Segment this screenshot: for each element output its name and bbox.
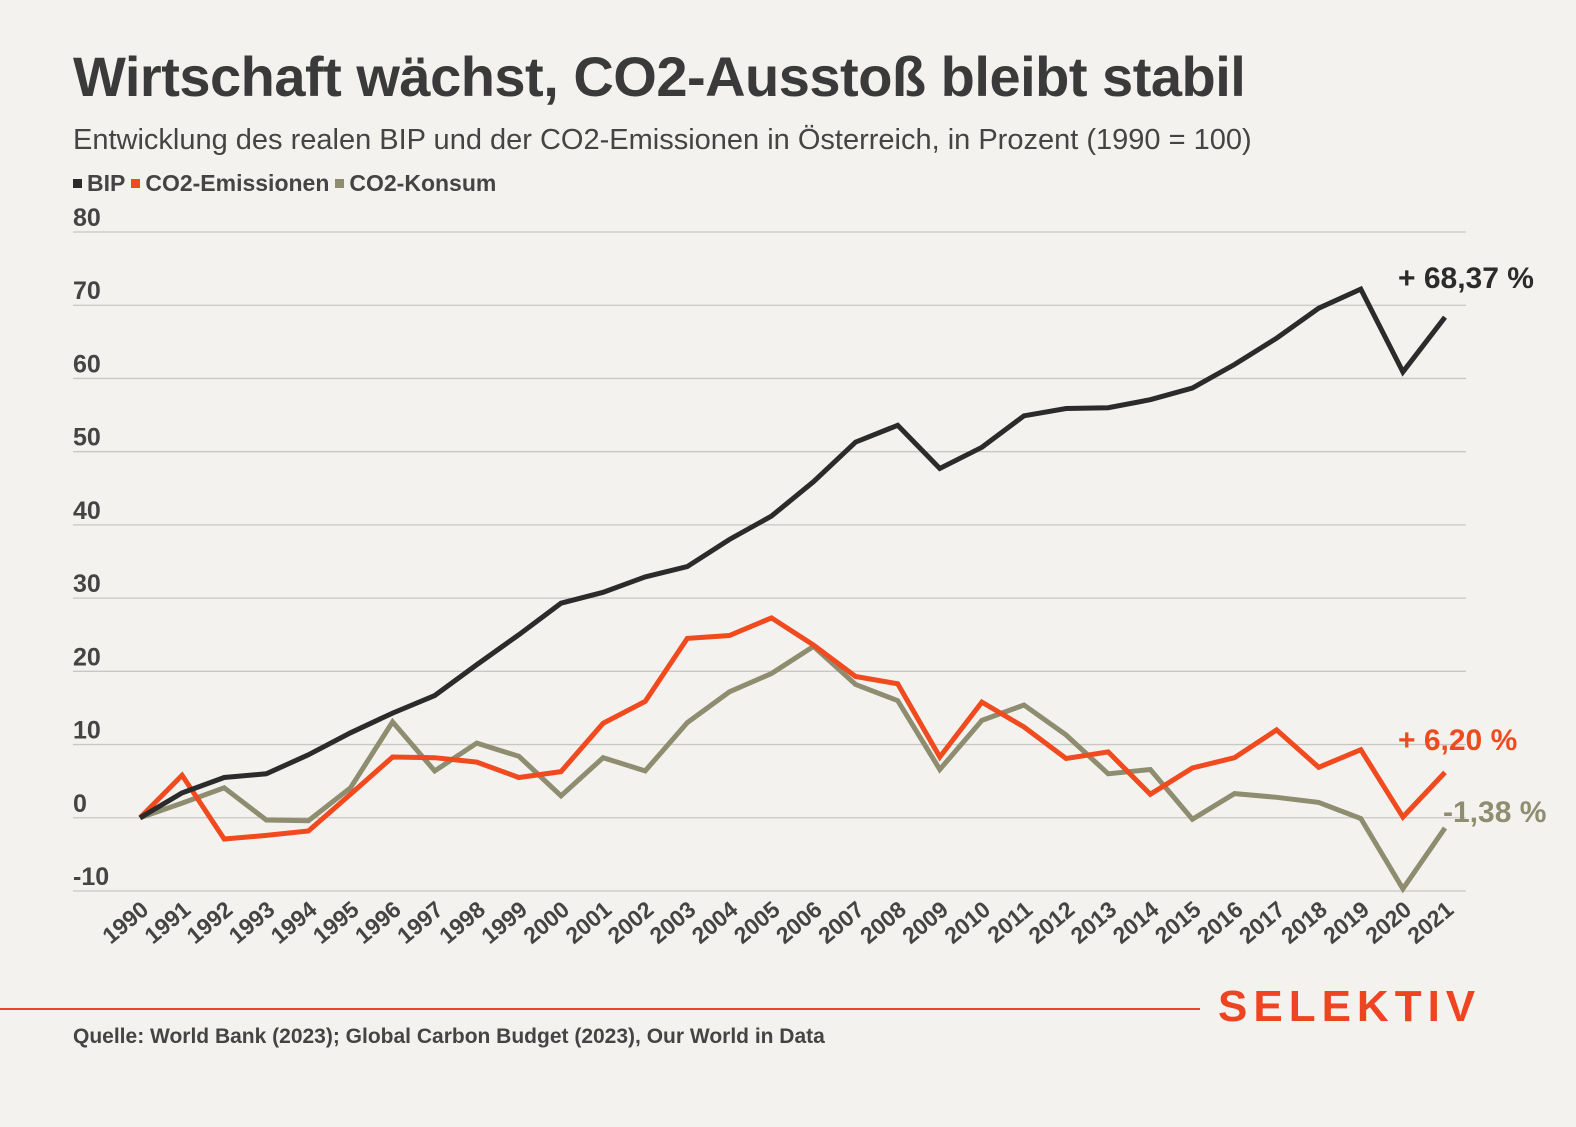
y-tick-label: 80 xyxy=(73,204,101,232)
end-label-bip: + 68,37 % xyxy=(1398,262,1534,295)
end-label-co2-konsum: -1,38 % xyxy=(1443,796,1546,829)
legend-swatch-co2-emissionen xyxy=(131,179,141,188)
brand-logo: SELEKTIV xyxy=(1218,982,1482,1031)
chart-subtitle: Entwicklung des realen BIP und der CO2-E… xyxy=(73,124,1252,156)
y-tick-label: 60 xyxy=(73,350,101,378)
y-axis-ticks: -10 0 10 20 30 40 50 60 70 80 xyxy=(73,204,109,891)
x-tick-label: 2019 xyxy=(1318,896,1374,949)
x-tick-label: 2018 xyxy=(1276,896,1332,949)
source-note: Quelle: World Bank (2023); Global Carbon… xyxy=(73,1025,825,1048)
y-tick-label: 50 xyxy=(73,424,101,452)
end-label-co2-emissionen: + 6,20 % xyxy=(1398,724,1517,757)
series-lines xyxy=(138,285,1448,894)
legend-label-bip: BIP xyxy=(87,170,126,196)
legend-swatch-bip xyxy=(73,179,82,188)
x-tick-label: 2012 xyxy=(1023,896,1079,949)
x-tick-label: 2005 xyxy=(729,896,785,949)
series-line-co2-konsum xyxy=(139,643,1448,894)
grid-lines xyxy=(73,231,1466,892)
x-tick-label: 2003 xyxy=(645,896,701,949)
x-tick-label: 2020 xyxy=(1360,896,1416,949)
y-tick-label: -10 xyxy=(73,863,109,891)
x-tick-label: 2002 xyxy=(602,896,658,949)
y-tick-label: 10 xyxy=(73,717,101,745)
x-tick-label: 1997 xyxy=(392,896,448,949)
x-tick-label: 2000 xyxy=(518,896,574,949)
series-end-labels: + 68,37 % + 6,20 % -1,38 % xyxy=(1398,262,1546,829)
x-tick-label: 2001 xyxy=(560,896,616,949)
footer-divider xyxy=(0,1008,1200,1010)
chart-legend: BIP CO2-Emissionen CO2-Konsum xyxy=(73,170,496,197)
y-tick-label: 20 xyxy=(73,643,101,671)
x-tick-label: 1996 xyxy=(350,896,406,949)
legend-item-co2-konsum: CO2-Konsum xyxy=(335,170,496,197)
x-tick-label: 2009 xyxy=(897,896,953,949)
series-line-co2-emissionen xyxy=(138,615,1447,842)
x-tick-label: 1998 xyxy=(434,896,490,949)
y-tick-label: 40 xyxy=(73,497,101,525)
x-tick-label: 1994 xyxy=(266,896,322,949)
legend-item-bip: BIP xyxy=(73,170,125,197)
x-tick-label: 2013 xyxy=(1066,896,1122,949)
x-tick-label: 2010 xyxy=(939,896,995,949)
x-tick-label: 2011 xyxy=(982,896,1037,948)
x-tick-label: 2015 xyxy=(1150,896,1206,949)
x-axis-ticks: 1990199119921993199419951996199719981999… xyxy=(97,896,1458,949)
y-tick-label: 70 xyxy=(73,277,101,305)
legend-item-co2-emissionen: CO2-Emissionen xyxy=(131,170,329,197)
legend-swatch-co2-konsum xyxy=(335,179,345,188)
x-tick-label: 1995 xyxy=(308,896,364,949)
x-tick-label: 1990 xyxy=(97,896,153,949)
x-tick-label: 2006 xyxy=(771,896,827,949)
x-tick-label: 2004 xyxy=(687,896,743,949)
x-tick-label: 1991 xyxy=(139,896,195,949)
x-tick-label: 2007 xyxy=(813,896,869,949)
legend-label-co2-konsum: CO2-Konsum xyxy=(349,170,497,196)
legend-label-co2-emissionen: CO2-Emissionen xyxy=(145,170,330,196)
chart-title: Wirtschaft wächst, CO2-Ausstoß bleibt st… xyxy=(73,45,1246,108)
y-tick-label: 0 xyxy=(73,790,87,818)
x-tick-label: 2008 xyxy=(855,896,911,949)
y-tick-label: 30 xyxy=(73,570,101,598)
x-tick-label: 2014 xyxy=(1108,896,1164,949)
x-tick-label: 1992 xyxy=(181,896,237,949)
x-tick-label: 2017 xyxy=(1234,896,1290,949)
x-tick-label: 2021 xyxy=(1402,896,1458,949)
x-tick-label: 1993 xyxy=(224,896,280,949)
x-tick-label: 1999 xyxy=(476,896,532,949)
x-tick-label: 2016 xyxy=(1192,896,1248,949)
series-line-bip xyxy=(138,285,1447,820)
